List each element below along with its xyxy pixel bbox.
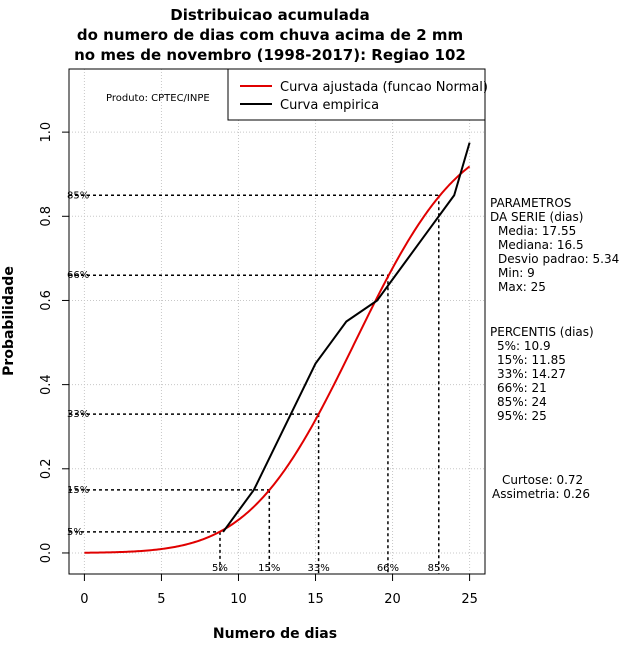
producer-note: Produto: CPTEC/INPE: [106, 93, 210, 104]
param-media: Media: 17.55: [498, 224, 576, 238]
x-tick-label-4: 20: [384, 592, 401, 607]
y-tick-label-0: 0.0: [39, 543, 54, 564]
param-mediana: Mediana: 16.5: [498, 238, 584, 252]
percentile-x-label-2: 33%: [307, 563, 329, 574]
y-axis-label: Probabilidade: [1, 266, 17, 376]
param-max: Max: 25: [498, 280, 546, 294]
y-tick-label-4: 0.8: [39, 206, 54, 227]
percentile-guides: 5% 5% 15% 15% 33% 33% 66% 66% 85% 85%: [67, 190, 450, 574]
parameters-heading-2: DA SERIE (dias): [490, 210, 583, 224]
stat-assimetria: Assimetria: 0.26: [492, 487, 590, 501]
grid-lines: [69, 69, 485, 574]
y-tick-label-3: 0.6: [39, 290, 54, 311]
percentile-33: 33%: 14.27: [497, 367, 566, 381]
x-tick-label-2: 10: [230, 592, 247, 607]
legend-label-empirical: Curva empirica: [280, 98, 379, 113]
percentile-x-label-3: 66%: [377, 563, 399, 574]
y-tick-label-2: 0.4: [39, 374, 54, 395]
percentiles-panel: PERCENTIS (dias) 5%: 10.9 15%: 11.85 33%…: [490, 325, 594, 423]
x-tick-label-3: 15: [307, 592, 324, 607]
percentile-x-label-4: 85%: [428, 563, 450, 574]
curves: [84, 142, 471, 554]
percentile-15: 15%: 11.85: [497, 353, 566, 367]
percentile-85: 85%: 24: [497, 395, 547, 409]
percentile-5: 5%: 10.9: [497, 339, 551, 353]
percentile-y-label-2: 33%: [67, 409, 89, 420]
percentiles-heading: PERCENTIS (dias): [490, 325, 594, 339]
legend-label-fitted: Curva ajustada (funcao Normal): [280, 80, 488, 95]
chart-title: Distribuicao acumulada do numero de dias…: [74, 6, 466, 64]
legend: Curva ajustada (funcao Normal) Curva emp…: [227, 68, 488, 121]
title-line-1: Distribuicao acumulada: [170, 6, 369, 24]
parameters-heading-1: PARAMETROS: [490, 196, 571, 210]
title-line-3: no mes de novembro (1998-2017): Regiao 1…: [74, 46, 466, 64]
percentile-66: 66%: 21: [497, 381, 547, 395]
param-min: Min: 9: [498, 266, 535, 280]
percentile-95: 95%: 25: [497, 409, 547, 423]
x-axis-label: Numero de dias: [213, 626, 337, 642]
stat-curtose: Curtose: 0.72: [502, 473, 583, 487]
y-tick-label-5: 1.0: [39, 122, 54, 143]
plot-frame: [68, 68, 486, 575]
percentile-y-label-1: 15%: [67, 485, 89, 496]
percentile-y-label-0: 5%: [67, 527, 83, 538]
parameters-panel: PARAMETROS DA SERIE (dias) Media: 17.55 …: [490, 196, 619, 294]
percentile-y-label-3: 66%: [67, 270, 89, 281]
empirical-curve-0: [222, 142, 471, 533]
legend-box: [227, 68, 486, 121]
param-desvio: Desvio padrao: 5.34: [498, 252, 619, 266]
percentile-x-label-0: 5%: [212, 563, 228, 574]
x-tick-label-5: 25: [461, 592, 478, 607]
percentile-y-label-4: 85%: [67, 190, 89, 201]
axes: 0 5 10 15 20 25 0.0 0.2 0.4 0.6 0.8 1.0: [39, 122, 478, 607]
title-line-2: do numero de dias com chuva acima de 2 m…: [77, 26, 463, 44]
y-tick-label-1: 0.2: [39, 458, 54, 479]
shape-panel: Curtose: 0.72 Assimetria: 0.26: [492, 473, 590, 501]
fitted-normal-curve: [84, 165, 471, 554]
x-tick-label-0: 0: [80, 592, 88, 607]
percentile-x-label-1: 15%: [258, 563, 280, 574]
x-tick-label-1: 5: [157, 592, 165, 607]
